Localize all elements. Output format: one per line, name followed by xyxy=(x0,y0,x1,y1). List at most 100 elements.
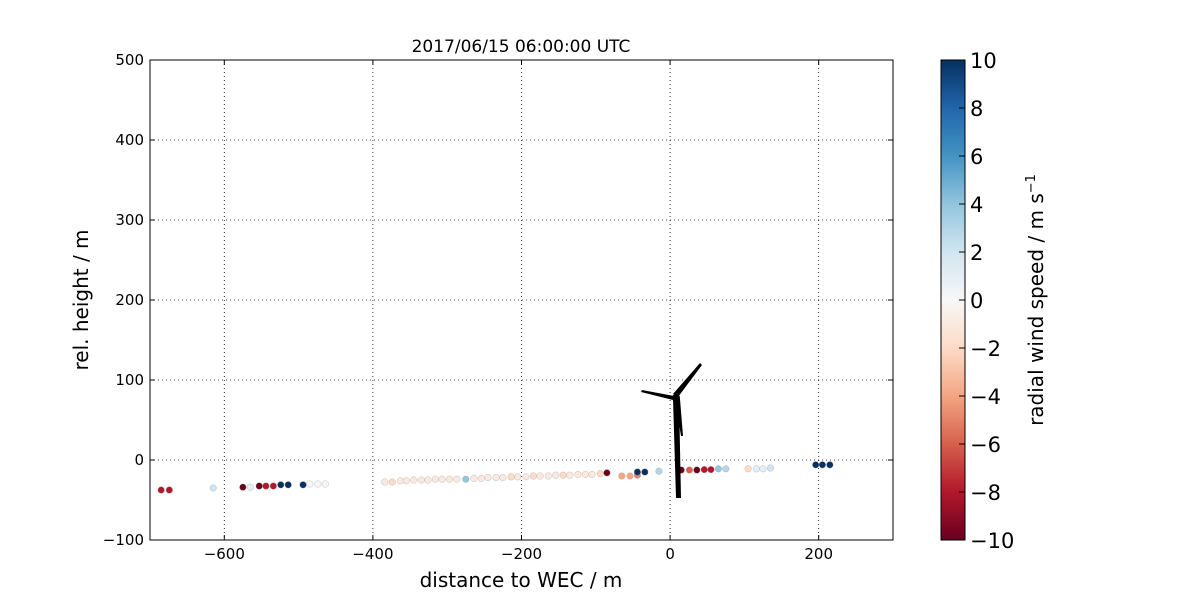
point xyxy=(314,480,322,488)
colorbar-tick-label: −8 xyxy=(970,481,1001,505)
points xyxy=(157,461,834,494)
point xyxy=(269,482,277,490)
turbine-hub xyxy=(672,394,680,402)
point xyxy=(552,471,560,479)
colorbar-tick-label: −2 xyxy=(970,337,1001,361)
point xyxy=(306,480,314,488)
colorbar-tick-label: 2 xyxy=(970,241,983,265)
x-tick-label: −400 xyxy=(352,545,393,563)
point xyxy=(277,481,285,489)
colorbar-tick-label: 8 xyxy=(970,97,983,121)
colorbar-tick-label: 4 xyxy=(970,193,983,217)
point xyxy=(522,473,530,481)
x-tick-label: 0 xyxy=(665,545,675,563)
x-tick-label: −600 xyxy=(204,545,245,563)
y-tick-label: 0 xyxy=(134,451,144,469)
point xyxy=(396,477,404,485)
point xyxy=(714,465,722,473)
point xyxy=(445,475,453,483)
point xyxy=(529,472,537,480)
x-axis-label: distance to WEC / m xyxy=(420,568,623,592)
point xyxy=(626,472,634,480)
point xyxy=(484,474,492,482)
point xyxy=(453,475,461,483)
point xyxy=(388,478,396,486)
y-tick-label: 100 xyxy=(115,371,144,389)
point xyxy=(255,482,263,490)
colorbar-tick-label: 10 xyxy=(970,49,997,73)
point xyxy=(239,483,247,491)
point xyxy=(722,465,730,473)
point xyxy=(462,475,470,483)
point xyxy=(812,461,820,469)
point xyxy=(499,474,507,482)
point xyxy=(514,473,522,481)
point xyxy=(566,471,574,479)
point xyxy=(424,476,432,484)
point xyxy=(477,474,485,482)
point xyxy=(438,475,446,483)
point xyxy=(618,472,626,480)
point xyxy=(700,466,708,474)
point xyxy=(603,469,611,477)
point xyxy=(507,473,515,481)
y-tick-label: 300 xyxy=(115,211,144,229)
point xyxy=(431,475,439,483)
point xyxy=(417,476,425,484)
colorbar-tick-label: −4 xyxy=(970,385,1001,409)
point xyxy=(321,480,329,488)
point xyxy=(574,470,582,478)
point xyxy=(209,484,217,492)
y-tick-label: 200 xyxy=(115,291,144,309)
turbine xyxy=(641,363,702,498)
point xyxy=(262,482,270,490)
colorbar-tick-label: −6 xyxy=(970,433,1001,457)
turbine-blade xyxy=(673,363,702,397)
turbine-blade xyxy=(641,390,674,400)
y-tick-label: 400 xyxy=(115,131,144,149)
point xyxy=(402,477,410,485)
point xyxy=(588,470,596,478)
grid xyxy=(150,59,893,541)
point xyxy=(744,465,752,473)
y-axis-label: rel. height / m xyxy=(69,229,93,370)
colorbar-label-sup: −1 xyxy=(1024,174,1039,193)
point xyxy=(752,465,760,473)
point xyxy=(693,466,701,474)
point xyxy=(157,486,165,494)
point xyxy=(826,461,834,469)
point xyxy=(655,467,663,475)
colorbar-tick-label: 6 xyxy=(970,145,983,169)
point xyxy=(492,474,500,482)
point xyxy=(536,472,544,480)
point xyxy=(165,486,173,494)
point xyxy=(707,466,715,474)
turbine-blade xyxy=(675,399,683,436)
colorbar-label-text: radial wind speed / m s xyxy=(1024,193,1048,426)
point xyxy=(299,481,307,489)
point xyxy=(544,472,552,480)
point xyxy=(581,470,589,478)
point xyxy=(633,468,641,476)
y-tick-label: 500 xyxy=(115,51,144,69)
point xyxy=(766,464,774,472)
point xyxy=(759,465,767,473)
point xyxy=(410,476,418,484)
point xyxy=(381,478,389,486)
point xyxy=(284,481,292,489)
point xyxy=(470,474,478,482)
point xyxy=(685,466,693,474)
x-tick-label: −200 xyxy=(501,545,542,563)
y-tick-label: −100 xyxy=(103,531,144,549)
x-tick-label: 200 xyxy=(804,545,833,563)
colorbar-tick-label: 0 xyxy=(970,289,983,313)
point xyxy=(641,468,649,476)
point xyxy=(596,470,604,478)
point xyxy=(559,471,567,479)
colorbar-label: radial wind speed / m s−1 xyxy=(1024,174,1048,426)
point xyxy=(246,483,254,491)
colorbar-tick-label: −10 xyxy=(970,529,1014,553)
point xyxy=(818,461,826,469)
chart-title: 2017/06/15 06:00:00 UTC xyxy=(412,37,631,57)
